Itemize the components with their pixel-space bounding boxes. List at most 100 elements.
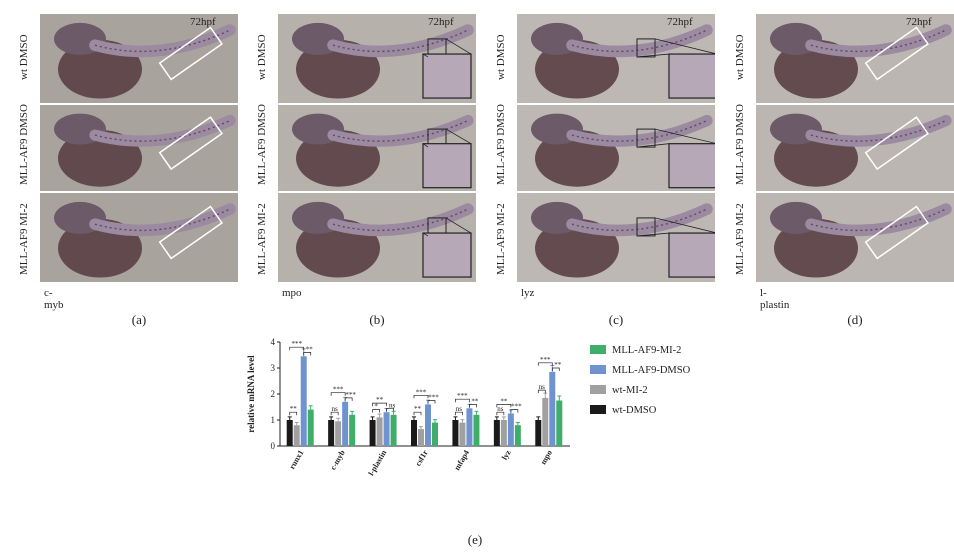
embryo-photo (756, 14, 954, 103)
bar (390, 414, 397, 446)
significance-label: ns (456, 405, 463, 413)
bar (383, 412, 390, 446)
gene-label: c-myb (44, 287, 64, 311)
significance-label: ** (376, 396, 384, 404)
significance-label: ns (389, 401, 396, 409)
y-tick-label: 0 (271, 441, 276, 451)
x-tick-label: c-myb (328, 448, 347, 471)
timepoint-label: 72hpf (906, 16, 932, 28)
significance-bracket (427, 400, 436, 404)
bar (466, 408, 473, 446)
significance-label: ns (539, 383, 546, 391)
significance-bracket (344, 397, 353, 401)
gene-label: lyz (521, 287, 535, 299)
x-tick-label: runx1 (287, 449, 305, 471)
bar (493, 420, 500, 446)
embryo-photo (40, 105, 238, 191)
significance-bracket (372, 402, 387, 407)
significance-bracket (469, 404, 477, 408)
significance-label: ** (306, 345, 314, 353)
significance-bracket (303, 352, 312, 356)
significance-label: *** (457, 392, 468, 400)
row-label: wt DMSO (495, 34, 507, 81)
significance-label: * (374, 403, 378, 411)
row-label: wt DMSO (18, 34, 30, 81)
significance-label: ** (290, 405, 298, 413)
bar (556, 400, 563, 446)
x-tick-label: l-plastin (367, 448, 389, 477)
y-axis-label: relative mRNA level (246, 355, 256, 433)
timepoint-label: 72hpf (667, 16, 693, 28)
row-label: MLL-AF9 MI-2 (256, 202, 268, 275)
significance-bracket (455, 411, 463, 416)
row-label: wt DMSO (256, 34, 268, 81)
significance-bracket (537, 362, 553, 366)
legend-label: wt-MI-2 (612, 385, 648, 396)
bar (432, 422, 438, 446)
significance-bracket (551, 367, 560, 371)
bar (293, 425, 300, 446)
significance-bracket (330, 392, 346, 396)
embryo-photo (40, 193, 238, 282)
bar (418, 429, 424, 446)
x-tick-label: csf1r (413, 448, 429, 468)
embryo-photo (278, 14, 476, 103)
embryo-photo (756, 193, 954, 282)
legend-swatch (590, 345, 606, 354)
significance-bracket (289, 411, 298, 416)
significance-bracket (510, 409, 519, 413)
bar (411, 420, 417, 446)
caption-d: (d) (847, 312, 863, 327)
significance-label: ** (471, 397, 479, 405)
significance-label: *** (428, 394, 439, 402)
significance-label: ** (554, 361, 562, 369)
legend-label: MLL-AF9-DMSO (612, 365, 691, 376)
row-label: MLL-AF9 DMSO (256, 104, 268, 186)
row-label: MLL-AF9 DMSO (18, 104, 30, 186)
timepoint-label: 72hpf (428, 16, 454, 28)
legend-swatch (590, 405, 606, 414)
embryo-photo (278, 105, 476, 191)
significance-bracket (496, 411, 505, 416)
y-tick-label: 4 (271, 337, 276, 347)
bar (286, 420, 293, 446)
legend-swatch (590, 365, 606, 374)
significance-label: ** (500, 397, 508, 405)
legend-label: wt-DMSO (612, 405, 657, 416)
bar (307, 409, 314, 446)
caption-b: (b) (369, 312, 385, 327)
y-tick-label: 1 (271, 415, 276, 425)
y-tick-label: 3 (271, 363, 276, 373)
bar (349, 414, 356, 446)
significance-bracket (289, 346, 305, 351)
bar (535, 420, 542, 446)
row-label: MLL-AF9 DMSO (495, 104, 507, 186)
significance-bracket (496, 404, 512, 408)
significance-label: *** (511, 403, 522, 411)
embryo-photo (517, 193, 715, 282)
significance-label: *** (345, 391, 356, 399)
significance-bracket (455, 398, 470, 403)
embryo-photo (278, 193, 476, 282)
legend-label: MLL-AF9-MI-2 (612, 345, 681, 356)
caption-c: (c) (608, 312, 624, 327)
row-label: MLL-AF9 DMSO (734, 104, 746, 186)
embryo-photo (756, 105, 954, 191)
row-label: MLL-AF9 MI-2 (495, 202, 507, 275)
legend-swatch (590, 385, 606, 394)
bar (514, 425, 521, 446)
significance-bracket (330, 411, 339, 416)
bar (376, 417, 383, 446)
significance-label: ns (497, 405, 504, 413)
significance-label: *** (333, 386, 344, 394)
x-tick-label: mfap4 (452, 449, 471, 472)
significance-label: *** (540, 356, 551, 364)
y-tick-label: 2 (271, 389, 276, 399)
embryo-photo (517, 14, 715, 103)
significance-bracket (386, 407, 394, 412)
bar (507, 413, 514, 446)
bar (335, 421, 342, 446)
caption-a: (a) (131, 312, 147, 327)
gene-label: l-plastin (760, 287, 790, 311)
bar (500, 420, 507, 446)
